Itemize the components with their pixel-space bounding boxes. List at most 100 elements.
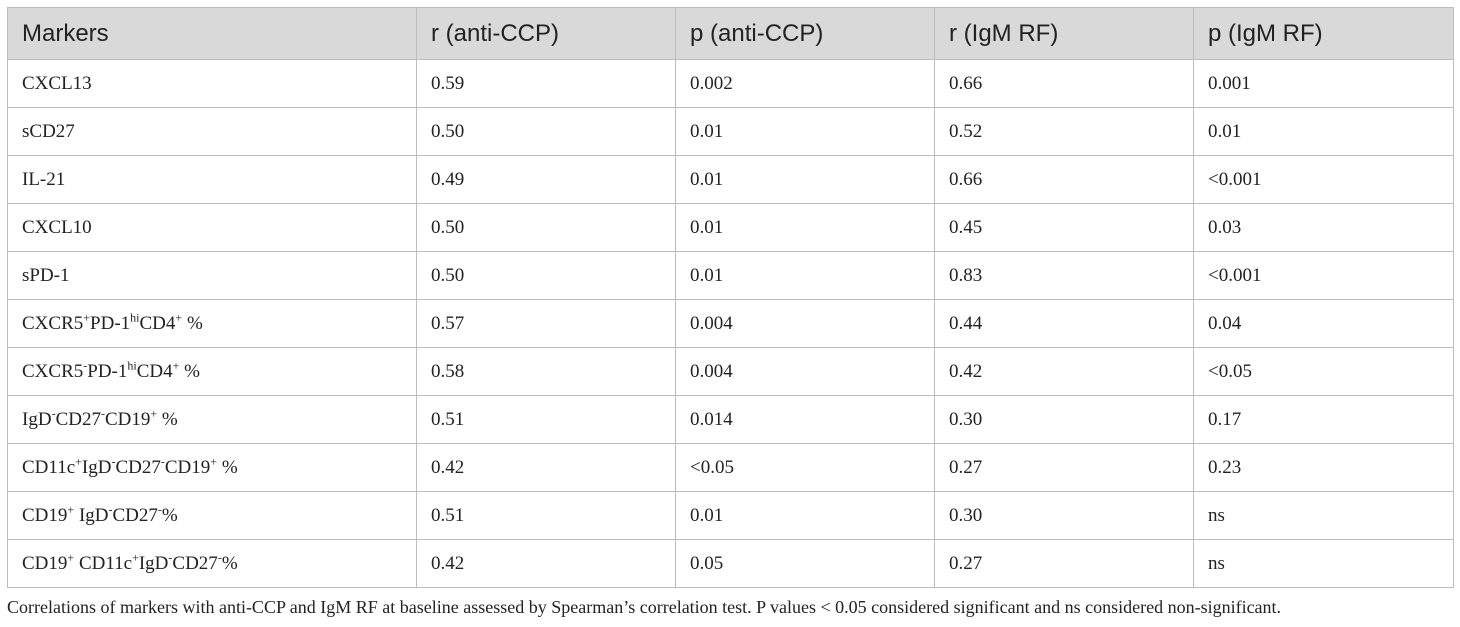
r-anti-ccp-cell: 0.50	[416, 251, 676, 300]
marker-superscript: -	[168, 550, 173, 565]
r-anti-ccp-cell: 0.59	[416, 59, 676, 108]
r-anti-ccp-cell: 0.50	[416, 203, 676, 252]
marker-text: CD19	[104, 408, 151, 430]
r-igm-rf-cell: 0.42	[934, 347, 1194, 396]
header-markers: Markers	[7, 7, 417, 60]
marker-text: CD27	[172, 552, 218, 574]
table-row: CD11c+IgD-CD27-CD19+ % 0.42 <0.05 0.27 0…	[7, 443, 1454, 492]
table-row: CD19+ CD11c+IgD-CD27-% 0.42 0.05 0.27 ns	[7, 539, 1454, 588]
marker-text: CD4	[136, 360, 173, 382]
header-p-igm-rf: p (IgM RF)	[1193, 7, 1454, 60]
r-anti-ccp-cell: 0.51	[416, 491, 676, 540]
marker-superscript: -	[160, 454, 165, 469]
marker-text: %	[161, 504, 178, 526]
p-igm-rf-cell: 0.17	[1193, 395, 1454, 444]
r-anti-ccp-cell: 0.51	[416, 395, 676, 444]
table-row: sPD-1 0.50 0.01 0.83 <0.001	[7, 251, 1454, 300]
p-anti-ccp-cell: 0.004	[675, 347, 935, 396]
marker-superscript: +	[132, 550, 139, 565]
marker-text: IgD	[74, 504, 109, 526]
p-igm-rf-cell: 0.04	[1193, 299, 1454, 348]
marker-text: IgD	[81, 456, 112, 478]
r-igm-rf-cell: 0.66	[934, 59, 1194, 108]
marker-superscript: hi	[130, 310, 140, 325]
r-anti-ccp-cell: 0.49	[416, 155, 676, 204]
marker-text: CXCL13	[22, 72, 92, 94]
marker-superscript: -	[51, 406, 56, 421]
p-anti-ccp-cell: 0.004	[675, 299, 935, 348]
marker-text: CXCL10	[22, 216, 92, 238]
table-row: sCD27 0.50 0.01 0.52 0.01	[7, 107, 1454, 156]
marker-text: %	[157, 408, 178, 430]
marker-cell: sCD27	[7, 107, 417, 156]
marker-text: sPD-1	[22, 264, 70, 286]
p-igm-rf-cell: <0.05	[1193, 347, 1454, 396]
marker-text: %	[217, 456, 238, 478]
r-igm-rf-cell: 0.66	[934, 155, 1194, 204]
table-row: IL-21 0.49 0.01 0.66 <0.001	[7, 155, 1454, 204]
marker-superscript: -	[217, 550, 222, 565]
r-anti-ccp-cell: 0.42	[416, 443, 676, 492]
marker-text: %	[179, 360, 200, 382]
p-anti-ccp-cell: 0.01	[675, 107, 935, 156]
marker-superscript: +	[67, 502, 75, 517]
table-row: CXCR5+PD-1hiCD4+ % 0.57 0.004 0.44 0.04	[7, 299, 1454, 348]
p-igm-rf-cell: ns	[1193, 539, 1454, 588]
marker-cell: IL-21	[7, 155, 417, 204]
r-igm-rf-cell: 0.52	[934, 107, 1194, 156]
r-igm-rf-cell: 0.27	[934, 443, 1194, 492]
marker-cell: IgD-CD27-CD19+ %	[7, 395, 417, 444]
p-igm-rf-cell: 0.01	[1193, 107, 1454, 156]
header-p-anti-ccp: p (anti-CCP)	[675, 7, 935, 60]
marker-cell: CD19+ CD11c+IgD-CD27-%	[7, 539, 417, 588]
marker-text: CD27	[112, 504, 158, 526]
marker-superscript: -	[108, 502, 113, 517]
marker-text: %	[221, 552, 238, 574]
p-anti-ccp-cell: 0.002	[675, 59, 935, 108]
p-igm-rf-cell: ns	[1193, 491, 1454, 540]
p-igm-rf-cell: 0.001	[1193, 59, 1454, 108]
r-igm-rf-cell: 0.44	[934, 299, 1194, 348]
header-row: Markers r (anti-CCP) p (anti-CCP) r (IgM…	[7, 7, 1454, 60]
p-anti-ccp-cell: 0.014	[675, 395, 935, 444]
marker-superscript: -	[111, 454, 116, 469]
marker-text: sCD27	[22, 120, 75, 142]
marker-superscript: +	[210, 454, 218, 469]
table-container: Markers r (anti-CCP) p (anti-CCP) r (IgM…	[7, 7, 1454, 588]
table-row: CXCL13 0.59 0.002 0.66 0.001	[7, 59, 1454, 108]
marker-text: PD-1	[90, 312, 131, 334]
marker-text: CD19	[22, 504, 68, 526]
p-anti-ccp-cell: 0.01	[675, 251, 935, 300]
r-anti-ccp-cell: 0.58	[416, 347, 676, 396]
table-row: CXCL10 0.50 0.01 0.45 0.03	[7, 203, 1454, 252]
r-igm-rf-cell: 0.30	[934, 491, 1194, 540]
p-anti-ccp-cell: 0.01	[675, 203, 935, 252]
marker-cell: CD19+ IgD-CD27-%	[7, 491, 417, 540]
p-igm-rf-cell: <0.001	[1193, 155, 1454, 204]
marker-superscript: -	[83, 358, 88, 373]
marker-superscript: +	[150, 406, 158, 421]
marker-cell: CXCR5-PD-1hiCD4+ %	[7, 347, 417, 396]
marker-text: CXCR5	[22, 312, 84, 334]
marker-text: CD11c	[74, 552, 133, 574]
marker-text: %	[182, 312, 203, 334]
marker-text: CD27	[115, 456, 161, 478]
marker-superscript: +	[75, 454, 82, 469]
marker-superscript: +	[175, 310, 183, 325]
marker-superscript: +	[67, 550, 75, 565]
r-anti-ccp-cell: 0.50	[416, 107, 676, 156]
r-igm-rf-cell: 0.30	[934, 395, 1194, 444]
p-anti-ccp-cell: 0.01	[675, 155, 935, 204]
r-igm-rf-cell: 0.27	[934, 539, 1194, 588]
marker-text: CD19	[22, 552, 68, 574]
marker-cell: CD11c+IgD-CD27-CD19+ %	[7, 443, 417, 492]
p-anti-ccp-cell: <0.05	[675, 443, 935, 492]
marker-text: CD27	[55, 408, 101, 430]
marker-superscript: hi	[127, 358, 137, 373]
r-igm-rf-cell: 0.45	[934, 203, 1194, 252]
marker-text: IgD	[22, 408, 52, 430]
marker-superscript: -	[100, 406, 105, 421]
table-row: CXCR5-PD-1hiCD4+ % 0.58 0.004 0.42 <0.05	[7, 347, 1454, 396]
marker-cell: CXCL10	[7, 203, 417, 252]
r-anti-ccp-cell: 0.57	[416, 299, 676, 348]
